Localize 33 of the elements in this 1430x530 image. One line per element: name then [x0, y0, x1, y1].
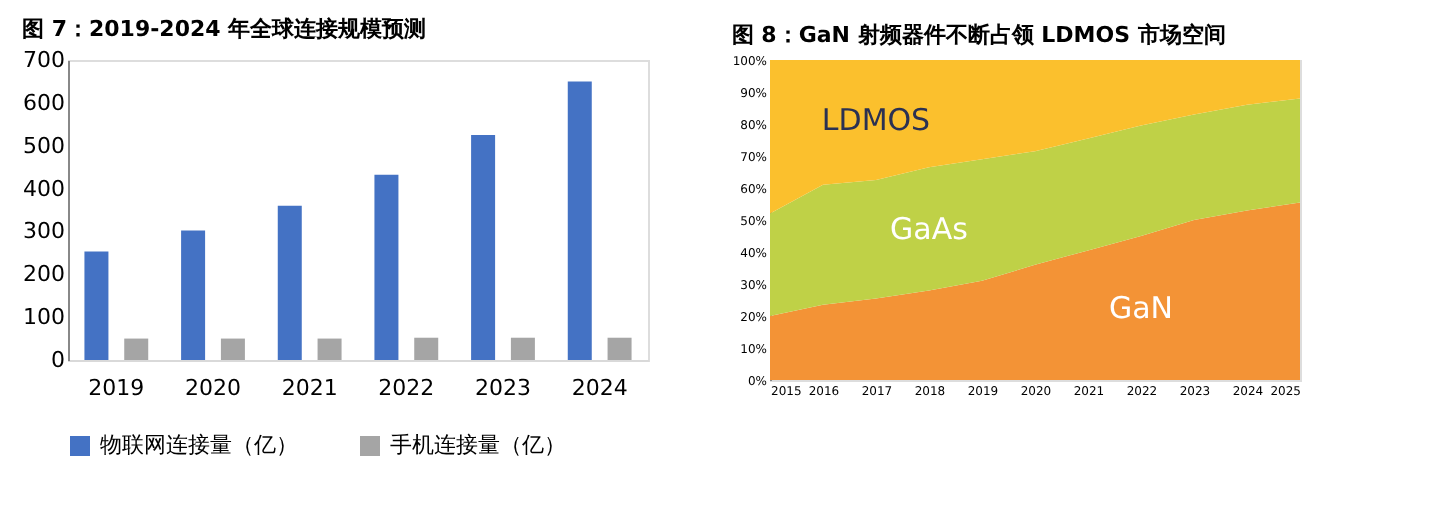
y-tick-label: 300: [23, 218, 65, 245]
bar: [471, 135, 496, 360]
y-tick-label: 0: [51, 347, 65, 373]
bar: [567, 81, 592, 360]
bar: [607, 337, 632, 360]
y-tick-label: 600: [23, 89, 65, 116]
bar: [220, 338, 245, 360]
x-tick-label: 2020: [185, 375, 241, 401]
bar: [124, 338, 149, 360]
x-tick-label: 2019: [88, 375, 145, 401]
series-label: LDMOS: [821, 102, 931, 138]
x-tick-label: 2022: [378, 375, 435, 401]
bar: [414, 337, 439, 360]
bar: [317, 338, 342, 360]
y-tick-label: 200: [23, 261, 65, 288]
y-tick-label: 400: [23, 175, 65, 202]
bar: [374, 174, 399, 360]
y-tick-label: 500: [23, 132, 65, 159]
x-tick-label: 2023: [475, 375, 531, 401]
bar: [181, 230, 206, 360]
series-label: GaN: [1108, 290, 1174, 326]
legend-label: 手机连接量（亿）: [390, 432, 566, 458]
bar: [510, 337, 535, 360]
series-label: GaAs: [890, 210, 969, 247]
bar: [84, 251, 109, 360]
y-tick-label: 100: [23, 304, 65, 331]
y-tick-label: 700: [23, 47, 65, 73]
x-tick-label: 2024: [571, 375, 628, 401]
chart-title: 图 8：GaN 射频器件不断占领 LDMOS 市场空间: [731, 22, 1226, 48]
chart-title: 图 7：2019-2024 年全球连接规模预测: [22, 16, 427, 42]
x-tick-label: 2021: [281, 375, 338, 401]
bar: [277, 205, 302, 360]
legend-label: 物联网连接量（亿）: [100, 432, 298, 458]
